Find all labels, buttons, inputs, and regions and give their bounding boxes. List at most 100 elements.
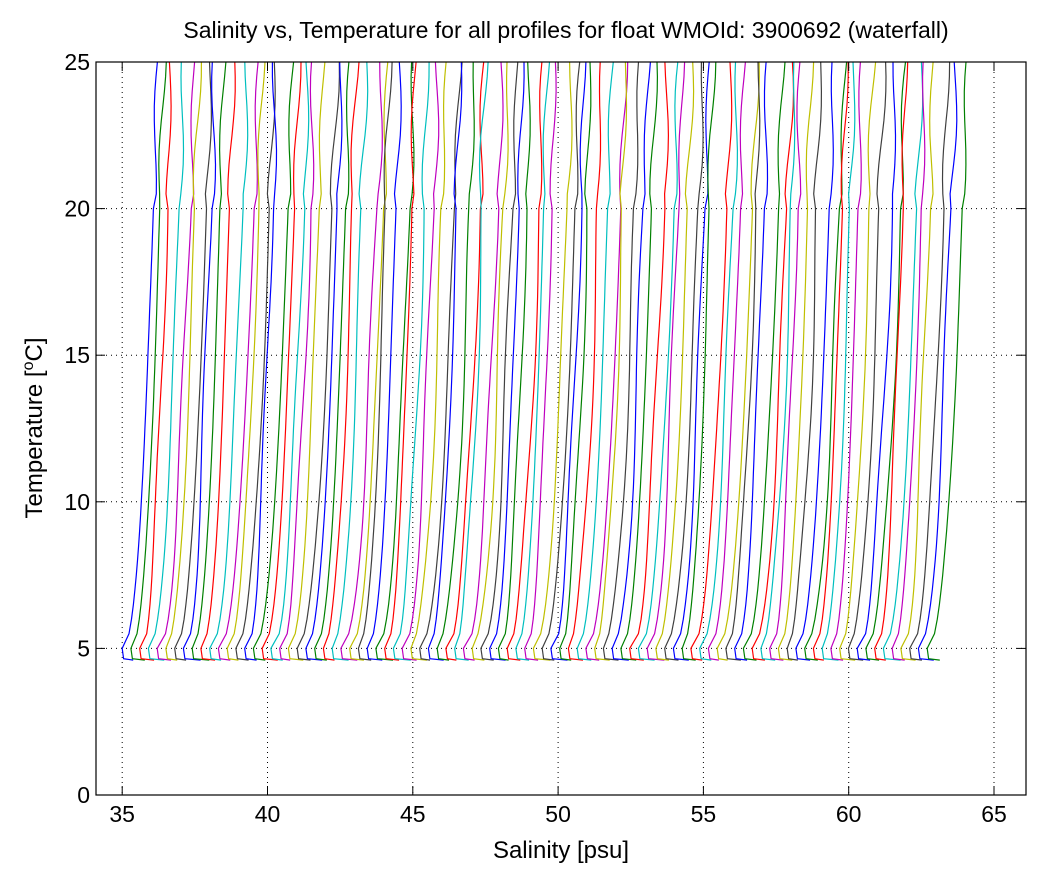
- profile-line: [917, 61, 958, 661]
- profile-line: [462, 61, 504, 661]
- x-tick-label: 45: [400, 801, 426, 827]
- profile-line: [156, 61, 196, 661]
- profile-line: [690, 61, 733, 661]
- profile-line: [489, 61, 525, 661]
- profile-line: [357, 61, 393, 661]
- profile-line: [340, 61, 383, 661]
- profile-line: [874, 61, 909, 661]
- profile-line: [445, 61, 485, 661]
- profile-line: [322, 61, 360, 661]
- y-tick-label: 5: [77, 635, 90, 661]
- profile-line: [812, 61, 849, 661]
- profile-line: [392, 61, 430, 661]
- profile-line: [410, 61, 447, 661]
- profile-line: [821, 61, 856, 661]
- profile-line: [252, 61, 295, 661]
- profile-line: [506, 61, 543, 661]
- x-tick-label: 65: [981, 801, 1007, 827]
- profile-line: [427, 61, 463, 661]
- profile-line: [471, 61, 509, 661]
- profile-line: [454, 61, 489, 661]
- profile-line: [235, 61, 276, 661]
- profile-line: [865, 61, 907, 661]
- profile-line: [191, 61, 227, 661]
- profile-line: [585, 61, 629, 661]
- profile-line: [384, 61, 417, 661]
- profile-line: [532, 61, 573, 661]
- profile-line: [139, 61, 172, 661]
- profile-line: [524, 61, 557, 661]
- profile-line: [567, 61, 602, 661]
- profile-line: [209, 61, 249, 661]
- y-tick-label: 0: [77, 782, 90, 808]
- profile-line: [891, 61, 926, 661]
- profile-line: [419, 61, 463, 661]
- profile-line: [900, 61, 934, 661]
- x-tick-label: 50: [545, 801, 571, 827]
- y-tick-label: 20: [64, 196, 90, 222]
- y-tick-label: 25: [64, 49, 90, 75]
- profile-line: [244, 62, 278, 661]
- profile-line: [611, 61, 651, 661]
- profile-line: [769, 61, 802, 661]
- profile-line: [270, 61, 310, 661]
- profile-line: [716, 61, 760, 661]
- profile-line: [664, 61, 704, 661]
- profile-line: [147, 61, 185, 661]
- profile-line: [305, 61, 343, 661]
- y-axis-label: Temperature [oC]: [20, 338, 48, 519]
- y-tick-label: 10: [64, 489, 90, 515]
- profile-line: [261, 61, 302, 661]
- profile-line: [576, 61, 614, 661]
- profile-line: [226, 61, 266, 661]
- profile-line: [742, 61, 786, 661]
- profile-line: [795, 61, 834, 661]
- x-tick-label: 40: [255, 801, 281, 827]
- profile-line: [777, 61, 815, 661]
- profile-line: [349, 61, 389, 661]
- profile-line: [174, 61, 213, 661]
- profile-line: [165, 61, 202, 661]
- profile-line: [515, 61, 551, 661]
- profile-line: [760, 61, 796, 661]
- profile-line: [602, 61, 640, 661]
- profile-line: [541, 61, 581, 661]
- profile-line: [637, 61, 679, 661]
- profile-line: [296, 61, 341, 661]
- profile-line: [121, 61, 158, 661]
- profile-line: [401, 61, 440, 661]
- profile-line: [681, 61, 717, 661]
- plot-frame: [95, 61, 1027, 796]
- x-axis-label: Salinity [psu]: [493, 837, 629, 864]
- grid-lines: [96, 61, 1026, 796]
- chart-title: Salinity vs, Temperature for all profile…: [183, 17, 948, 43]
- profile-line: [620, 61, 659, 661]
- profile-line: [550, 61, 587, 661]
- y-tick-label: 15: [64, 342, 90, 368]
- profile-line: [672, 61, 710, 661]
- profile-line: [130, 61, 167, 661]
- profile-line: [655, 61, 695, 661]
- profile-line: [847, 61, 887, 661]
- profile-line: [734, 61, 769, 661]
- axis-ticks: 35 40 45 50 55 60 65 0 5 10 15 20 25: [64, 49, 1026, 827]
- profile-line: [830, 61, 862, 661]
- profile-line: [839, 61, 877, 661]
- profile-line: [707, 61, 746, 661]
- y-axis-label-main: Temperature [: [21, 370, 48, 518]
- profile-line: [629, 61, 670, 661]
- y-axis-label-end: C]: [21, 338, 48, 362]
- profile-line: [699, 61, 739, 661]
- profile-line: [725, 61, 761, 661]
- profile-line: [559, 61, 592, 661]
- profile-line: [480, 61, 519, 661]
- profile-line: [331, 61, 369, 661]
- profile-line: [497, 61, 531, 661]
- profile-line: [375, 61, 415, 661]
- profile-line: [314, 61, 350, 661]
- profile-line: [786, 61, 823, 661]
- profile-line: [436, 61, 475, 661]
- x-tick-label: 35: [109, 801, 135, 827]
- profile-line: [882, 61, 924, 661]
